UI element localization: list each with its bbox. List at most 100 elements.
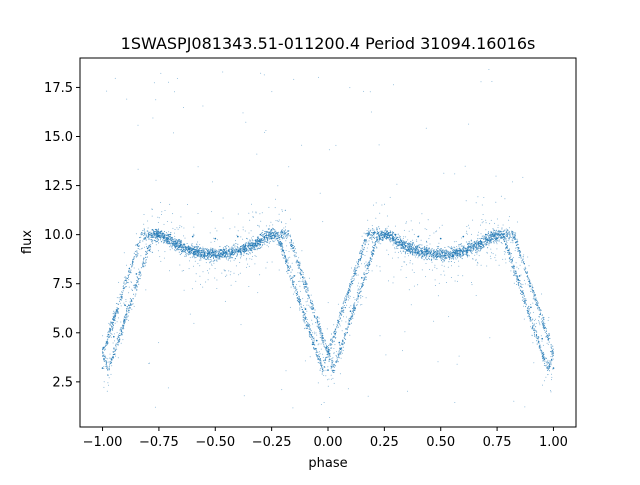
data-point bbox=[281, 241, 283, 244]
data-point bbox=[516, 283, 518, 286]
data-point bbox=[360, 295, 362, 297]
data-point bbox=[518, 287, 520, 289]
data-point bbox=[139, 275, 141, 277]
data-point bbox=[174, 238, 176, 240]
data-point bbox=[352, 275, 354, 277]
data-point bbox=[467, 245, 470, 247]
data-point bbox=[287, 269, 289, 271]
data-point bbox=[534, 299, 536, 301]
data-point bbox=[137, 242, 139, 245]
data-point bbox=[473, 243, 475, 245]
data-point bbox=[487, 231, 490, 233]
data-point bbox=[268, 232, 270, 234]
data-point bbox=[426, 255, 428, 258]
data-point bbox=[243, 244, 245, 246]
data-point bbox=[544, 362, 546, 364]
data-point bbox=[521, 299, 523, 301]
data-point bbox=[351, 308, 354, 310]
data-point bbox=[505, 248, 507, 250]
data-point bbox=[294, 254, 296, 256]
data-point bbox=[289, 276, 291, 278]
data-point bbox=[289, 265, 292, 267]
data-point bbox=[399, 250, 402, 252]
data-point bbox=[528, 277, 530, 279]
data-point bbox=[112, 313, 114, 315]
data-point bbox=[373, 229, 375, 231]
data-point bbox=[492, 232, 494, 234]
data-point bbox=[525, 303, 527, 305]
data-point bbox=[117, 344, 120, 346]
data-point bbox=[117, 303, 119, 305]
data-point bbox=[423, 253, 425, 255]
data-point bbox=[112, 351, 114, 353]
data-point bbox=[437, 247, 439, 249]
data-point bbox=[144, 237, 146, 239]
data-point bbox=[522, 258, 524, 260]
data-point bbox=[111, 322, 113, 324]
data-point bbox=[292, 282, 294, 284]
data-point bbox=[141, 234, 143, 236]
data-point bbox=[304, 317, 306, 320]
data-point bbox=[475, 251, 477, 253]
data-point bbox=[256, 240, 258, 242]
data-point bbox=[348, 286, 351, 288]
data-point bbox=[142, 232, 144, 234]
data-point bbox=[177, 242, 179, 244]
data-point bbox=[360, 297, 362, 299]
data-point bbox=[334, 365, 337, 367]
data-point bbox=[341, 349, 343, 351]
data-point bbox=[145, 235, 147, 237]
data-point bbox=[120, 334, 122, 336]
data-point bbox=[511, 259, 513, 261]
data-point bbox=[330, 333, 333, 335]
data-point bbox=[207, 254, 209, 256]
data-point bbox=[267, 236, 269, 239]
data-point bbox=[385, 235, 387, 237]
data-point bbox=[542, 316, 544, 318]
data-point bbox=[290, 277, 292, 280]
data-point bbox=[281, 251, 283, 253]
data-point bbox=[421, 244, 423, 246]
data-point bbox=[342, 342, 344, 344]
data-point bbox=[528, 284, 531, 286]
data-point bbox=[347, 296, 349, 298]
data-point bbox=[296, 293, 298, 295]
data-point bbox=[304, 316, 306, 318]
data-point bbox=[486, 243, 488, 246]
data-point bbox=[205, 255, 207, 257]
data-point bbox=[311, 303, 313, 305]
data-point bbox=[297, 264, 299, 266]
data-point bbox=[532, 291, 534, 293]
data-point bbox=[356, 292, 358, 294]
data-point bbox=[469, 248, 471, 250]
data-point bbox=[503, 230, 505, 232]
data-point bbox=[469, 243, 471, 245]
data-point bbox=[113, 348, 115, 350]
data-point bbox=[239, 253, 241, 255]
data-point bbox=[475, 246, 477, 249]
data-point bbox=[264, 239, 266, 241]
data-point bbox=[517, 250, 519, 252]
data-point bbox=[126, 308, 128, 310]
data-point bbox=[105, 345, 107, 347]
data-point bbox=[551, 351, 553, 353]
data-point bbox=[506, 230, 508, 233]
data-point bbox=[254, 244, 256, 246]
data-point bbox=[150, 239, 152, 241]
data-point bbox=[490, 236, 492, 239]
data-point bbox=[374, 232, 376, 234]
data-point bbox=[482, 245, 484, 247]
data-point bbox=[107, 369, 109, 371]
data-point bbox=[166, 238, 168, 241]
data-point bbox=[459, 251, 461, 253]
data-point bbox=[395, 237, 398, 239]
data-point bbox=[475, 243, 477, 245]
data-point bbox=[357, 293, 359, 295]
data-point bbox=[535, 336, 537, 338]
data-point bbox=[125, 286, 127, 288]
data-point bbox=[369, 234, 371, 236]
data-point bbox=[424, 246, 426, 248]
data-point bbox=[400, 246, 402, 248]
